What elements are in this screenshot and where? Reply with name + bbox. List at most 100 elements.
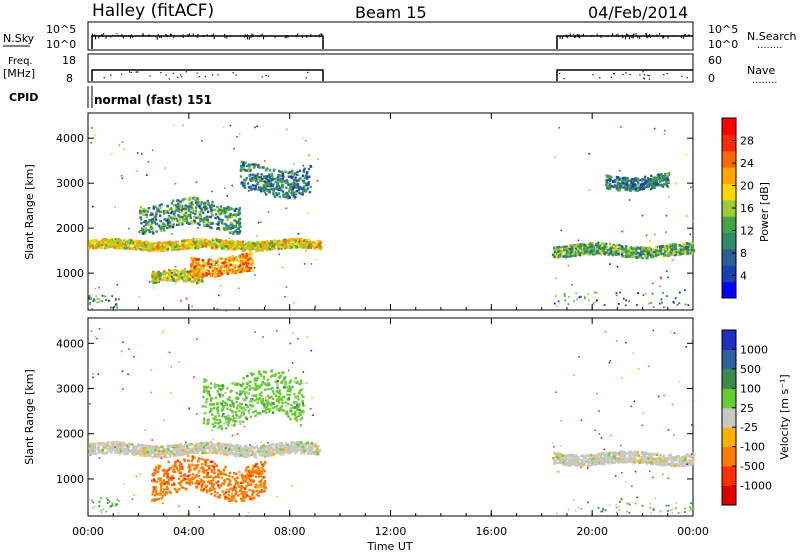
power-data-cell [192,210,194,212]
velocity-data-cell [154,449,156,451]
power-data-cell [218,218,220,220]
power-data-cell [194,247,196,249]
power-data-cell [289,188,291,190]
power-data-cell [90,142,92,144]
velocity-data-cell [157,454,159,456]
power-data-cell [115,244,117,246]
power-data-cell [180,216,182,218]
power-data-cell [225,258,227,260]
power-data-cell [158,271,160,273]
power-data-cell [143,210,145,212]
power-data-cell [153,282,155,284]
power-data-cell [229,216,231,218]
velocity-data-cell [314,445,316,447]
power-data-cell [183,272,185,274]
freq-noise-mark [629,74,630,75]
power-data-cell [99,300,101,302]
power-data-cell [272,178,274,180]
power-data-cell [167,222,169,224]
power-data-cell [153,242,155,244]
power-data-cell [227,262,229,264]
power-data-cell [211,222,213,224]
power-data-cell [175,282,177,284]
power-data-cell [237,214,239,216]
power-data-cell [114,247,116,249]
power-data-cell [192,244,194,246]
power-data-cell [639,247,641,249]
nsky-noise-mark [171,34,172,36]
power-data-cell [577,249,579,251]
velocity-data-cell [125,453,127,455]
power-data-cell [238,218,240,220]
velocity-data-cell [126,450,128,452]
power-data-cell [201,219,203,221]
velocity-data-cell [197,445,199,447]
power-data-cell [167,279,169,281]
power-data-cell [684,250,686,252]
power-data-cell [178,222,180,224]
power-data-cell [296,171,298,173]
velocity-data-cell [210,450,212,452]
power-data-cell [240,262,242,264]
power-data-cell [654,234,656,236]
power-data-cell [554,157,556,159]
velocity-data-cell [219,443,221,445]
nsky-noise-mark [268,35,269,36]
nsky-noise-mark [579,37,580,39]
power-data-cell [146,174,148,176]
nsky-noise-mark [569,35,570,36]
power-data-cell [185,205,187,207]
power-data-cell [685,154,687,156]
velocity-data-cell [188,443,190,445]
power-data-cell [255,180,257,182]
power-data-cell [241,253,243,255]
power-data-cell [596,248,598,250]
power-data-cell [230,125,232,127]
velocity-data-cell [161,453,163,455]
velocity-data-cell [215,451,217,453]
power-data-cell [114,206,116,208]
power-data-cell [119,241,121,243]
freq-label-1: Freq. [8,56,33,67]
power-data-cell [197,227,199,229]
power-data-cell [211,191,213,193]
power-data-cell [647,180,649,182]
power-data-cell [118,298,120,300]
power-data-cell [570,255,572,257]
power-data-cell [209,226,211,228]
power-data-cell [210,242,212,244]
power-ylabel: Slant Range [km] [23,164,36,260]
power-panel-data [88,125,695,312]
power-data-cell [652,179,654,181]
power-data-cell [235,213,237,215]
power-data-cell [290,192,292,194]
freq-noise-mark [169,78,170,79]
power-data-cell [246,255,248,257]
power-data-cell [554,251,556,253]
power-data-cell [289,240,291,242]
power-data-cell [211,212,213,214]
power-data-cell [269,191,271,193]
power-data-cell [213,267,215,269]
nsky-noise-mark [608,36,609,37]
power-data-cell [230,222,232,224]
nsky-noise-mark [158,34,159,36]
power-data-cell [297,186,299,188]
power-data-cell [151,227,153,229]
velocity-data-cell [110,441,112,443]
power-data-cell [659,246,661,248]
power-data-cell [210,263,212,265]
power-data-cell [160,203,162,205]
power-data-cell [661,299,663,301]
power-data-cell [279,171,281,173]
power-data-cell [671,248,673,250]
velocity-data-cell [289,448,291,450]
power-data-cell [218,220,220,222]
nsky-noise-mark [663,36,664,39]
power-data-cell [243,179,245,181]
cpid-label: CPID [9,91,38,104]
power-data-cell [564,293,566,295]
power-data-cell [173,204,175,206]
power-data-cell [249,188,251,190]
power-data-cell [563,249,565,251]
